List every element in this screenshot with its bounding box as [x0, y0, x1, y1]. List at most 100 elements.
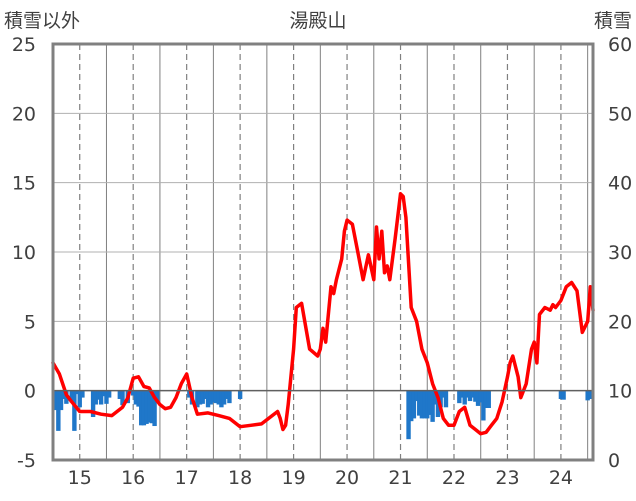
right-tick-50: 50	[608, 103, 632, 125]
bar-68	[473, 390, 478, 402]
x-tick-19: 19	[282, 467, 306, 489]
bar-27	[147, 390, 152, 423]
bar-62	[457, 390, 462, 404]
bar-30	[155, 390, 160, 402]
bar-61	[443, 390, 449, 408]
bar-1	[56, 390, 61, 431]
bar-49	[411, 390, 417, 419]
bar-26	[144, 390, 149, 424]
plot-frame	[51, 42, 595, 462]
bar-45	[227, 390, 232, 404]
right-tick-20: 20	[608, 311, 632, 333]
bar-24	[139, 390, 144, 426]
left-axis-label: 積雪以外	[4, 10, 80, 32]
bar-50	[414, 390, 419, 402]
bar-75	[561, 390, 566, 400]
bar-33	[195, 390, 200, 408]
bar-43	[221, 390, 227, 405]
bar-36	[203, 390, 208, 399]
x-tick-18: 18	[228, 467, 252, 489]
bar-3	[61, 390, 66, 399]
bar-64	[462, 390, 467, 405]
bar-59	[438, 390, 443, 408]
x-tick-labels: 15 16 17 18 19 20 21 22 23 24	[68, 467, 573, 489]
left-tick-10: 10	[12, 242, 36, 264]
left-tick-labels: 25 20 15 10 5 0 -5	[12, 34, 36, 472]
bar-40	[213, 390, 219, 404]
left-tick-25: 25	[12, 34, 36, 56]
bar-41	[216, 390, 221, 405]
bar-47	[406, 390, 411, 440]
x-tick-21: 21	[388, 467, 412, 489]
bar-7	[72, 390, 77, 431]
line-series	[51, 192, 595, 436]
bar-44	[224, 390, 229, 399]
bar-0	[53, 390, 58, 411]
x-tick-24: 24	[549, 467, 573, 489]
bar-74	[558, 390, 564, 399]
bar-series	[53, 390, 593, 440]
right-tick-labels: 60 50 40 30 20 10 0	[608, 34, 632, 472]
bar-54	[425, 390, 430, 419]
x-tick-23: 23	[495, 467, 519, 489]
bar-77	[588, 390, 593, 399]
bar-38	[208, 390, 213, 405]
bar-53	[422, 390, 427, 419]
bar-28	[149, 390, 155, 424]
bar-10	[80, 390, 85, 398]
chart-title: 湯殿山	[289, 10, 346, 32]
bar-67	[470, 390, 475, 398]
bar-8	[74, 390, 80, 395]
bar-13	[96, 390, 101, 400]
bar-69	[475, 390, 481, 406]
left-tick-0: 0	[24, 381, 36, 403]
bar-39	[211, 390, 216, 403]
bar-11	[90, 390, 96, 418]
bar-70	[478, 390, 483, 403]
right-tick-40: 40	[608, 173, 632, 195]
right-tick-10: 10	[608, 381, 632, 403]
left-tick-5: 5	[24, 311, 36, 333]
right-tick-30: 30	[608, 242, 632, 264]
bar-72	[483, 390, 489, 408]
bar-66	[467, 390, 473, 402]
left-tick-15: 15	[12, 173, 36, 195]
x-tick-20: 20	[335, 467, 359, 489]
bar-46	[237, 390, 243, 399]
left-tick-20: 20	[12, 103, 36, 125]
bar-55	[427, 390, 433, 415]
bar-63	[459, 390, 465, 398]
bar-56	[430, 390, 435, 422]
bar-16	[104, 390, 109, 404]
bar-65	[465, 390, 470, 398]
bar-22	[133, 390, 139, 405]
x-tick-22: 22	[442, 467, 466, 489]
bar-34	[197, 390, 203, 405]
bar-57	[433, 390, 438, 405]
bar-9	[77, 390, 82, 408]
bar-2	[58, 390, 64, 411]
bar-71	[481, 390, 486, 421]
bar-51	[417, 390, 422, 416]
bar-42	[219, 390, 224, 408]
x-tick-15: 15	[68, 467, 92, 489]
x-tick-17: 17	[175, 467, 199, 489]
temperature-line	[51, 192, 595, 436]
bar-73	[486, 390, 491, 408]
left-tick--5: -5	[17, 450, 36, 472]
bar-37	[205, 390, 211, 408]
right-tick-60: 60	[608, 34, 632, 56]
bar-35	[200, 390, 205, 404]
right-tick-0: 0	[608, 450, 620, 472]
bar-23	[136, 390, 141, 407]
right-axis-label: 積雪	[594, 10, 632, 32]
bar-48	[409, 390, 414, 422]
bar-76	[585, 390, 590, 401]
x-tick-16: 16	[121, 467, 145, 489]
bar-60	[441, 390, 446, 398]
bar-52	[419, 390, 425, 419]
bar-19	[120, 390, 125, 406]
bar-6	[69, 390, 74, 403]
bar-18	[117, 390, 123, 399]
